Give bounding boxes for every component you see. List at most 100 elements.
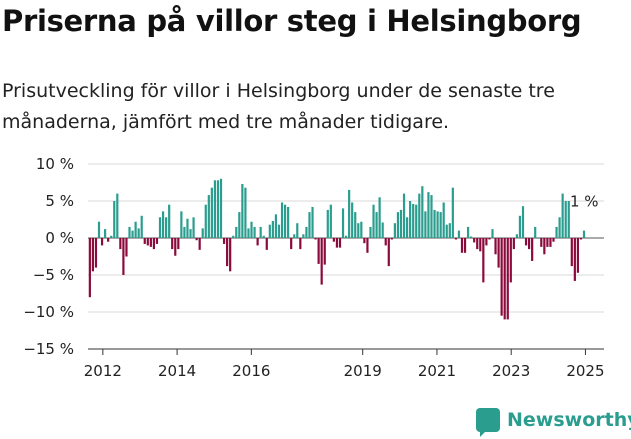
bar <box>119 238 122 250</box>
bar <box>521 206 525 238</box>
bar <box>457 230 461 238</box>
bar <box>415 204 418 238</box>
bar <box>323 238 326 265</box>
bar <box>546 238 549 247</box>
bar <box>372 204 375 238</box>
bar <box>253 226 256 238</box>
bar <box>131 230 134 238</box>
bar <box>122 238 125 275</box>
bar <box>509 238 512 283</box>
bar <box>290 238 293 250</box>
y-axis-ticks: 10 % 5 % 0 % −5 % −10 % −15 % <box>23 155 74 358</box>
bar <box>375 212 378 238</box>
bar <box>229 238 232 272</box>
bar <box>528 238 531 250</box>
bar <box>549 238 552 247</box>
bar <box>427 192 430 238</box>
bar <box>137 228 140 238</box>
bar <box>183 226 186 238</box>
bar <box>259 226 262 238</box>
bar <box>360 221 363 238</box>
bar <box>402 193 406 238</box>
bar <box>470 236 473 238</box>
bar <box>494 238 497 255</box>
bar <box>445 224 448 238</box>
bars <box>88 178 586 320</box>
bar <box>512 238 515 250</box>
bar <box>576 238 579 273</box>
bar <box>570 238 573 267</box>
y-tick-label: 0 % <box>45 229 74 247</box>
bar <box>226 238 229 267</box>
bar <box>222 238 226 244</box>
bar <box>265 238 268 250</box>
bar <box>341 208 345 238</box>
bar <box>204 204 207 238</box>
bar <box>192 217 195 238</box>
bar <box>88 238 91 298</box>
bar <box>317 238 320 264</box>
bar <box>186 218 189 238</box>
bar <box>207 195 210 238</box>
bar <box>168 204 171 238</box>
bar <box>268 224 271 238</box>
bar <box>256 238 259 246</box>
bar <box>466 226 470 238</box>
bar <box>165 217 168 238</box>
bar <box>555 226 558 238</box>
newsworthy-brand: Newsworthy <box>476 408 631 437</box>
y-tick-label: −10 % <box>23 303 74 321</box>
bar <box>247 228 250 238</box>
bar <box>305 226 308 238</box>
bar <box>302 234 305 238</box>
bar <box>335 238 339 248</box>
x-tick-label: 2023 <box>492 362 530 380</box>
bar <box>381 222 384 238</box>
bar <box>296 223 299 238</box>
bar <box>543 238 546 255</box>
y-tick-label: 10 % <box>36 155 74 173</box>
y-tick-label: −15 % <box>23 340 74 358</box>
bar <box>91 238 95 272</box>
bar <box>561 193 564 238</box>
bar <box>448 223 451 238</box>
bar <box>174 238 177 256</box>
bar <box>366 238 369 253</box>
bar <box>149 238 152 247</box>
bar <box>326 209 329 238</box>
bar <box>110 235 113 238</box>
bar <box>161 211 165 238</box>
bar <box>537 238 540 239</box>
bar <box>143 238 146 244</box>
bar <box>405 217 409 238</box>
bar <box>558 217 561 238</box>
brand-name: Newsworthy <box>507 409 631 431</box>
bar <box>418 193 421 238</box>
bar <box>155 238 159 244</box>
bar <box>104 229 107 238</box>
bar <box>515 234 518 238</box>
bar <box>271 220 274 238</box>
bar <box>488 238 491 240</box>
bar <box>369 226 372 238</box>
newsworthy-logo-icon <box>476 408 500 437</box>
bar <box>94 238 98 268</box>
bar <box>216 180 220 238</box>
bar <box>171 238 174 250</box>
bar <box>235 226 238 238</box>
bar <box>503 238 506 320</box>
bar <box>473 238 476 243</box>
bar <box>308 212 311 238</box>
bar <box>232 235 235 238</box>
bar <box>393 223 396 238</box>
bar <box>384 238 387 246</box>
bar <box>238 212 241 238</box>
bar <box>442 202 445 238</box>
bar <box>582 230 586 238</box>
bar <box>107 238 110 242</box>
bar <box>552 238 555 242</box>
y-tick-label: −5 % <box>33 266 74 284</box>
bar <box>357 223 360 238</box>
bar <box>497 238 500 268</box>
bar <box>351 202 354 238</box>
